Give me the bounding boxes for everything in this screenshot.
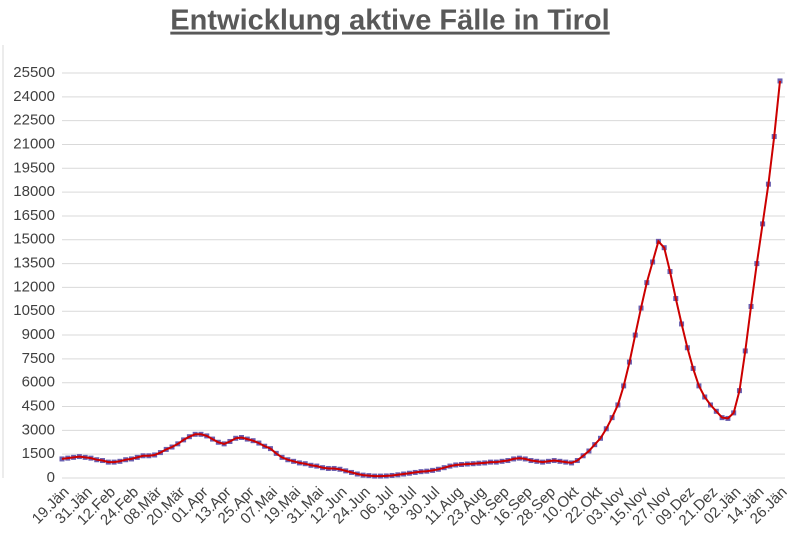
y-tick-label: 18000	[13, 183, 55, 200]
y-tick-label: 19500	[13, 159, 55, 176]
chart-title: Entwicklung aktive Fälle in Tirol	[170, 5, 609, 37]
y-tick-label: 12000	[13, 278, 55, 295]
y-tick-label: 22500	[13, 112, 55, 129]
y-tick-label: 3000	[22, 421, 55, 438]
y-tick-label: 13500	[13, 255, 55, 272]
trend-line	[61, 80, 781, 478]
y-tick-label: 16500	[13, 207, 55, 224]
y-tick-label: 7500	[22, 350, 55, 367]
y-tick-label: 24000	[13, 88, 55, 105]
y-tick-label: 6000	[22, 374, 55, 391]
y-tick-label: 0	[47, 469, 55, 486]
y-tick-label: 25500	[13, 64, 55, 81]
y-tick-label: 21000	[13, 135, 55, 152]
y-tick-label: 9000	[22, 326, 55, 343]
y-tick-label: 10500	[13, 302, 55, 319]
y-tick-label: 4500	[22, 397, 55, 414]
data-marker	[59, 456, 65, 462]
y-tick-label: 15000	[13, 231, 55, 248]
y-tick-label: 1500	[22, 445, 55, 462]
